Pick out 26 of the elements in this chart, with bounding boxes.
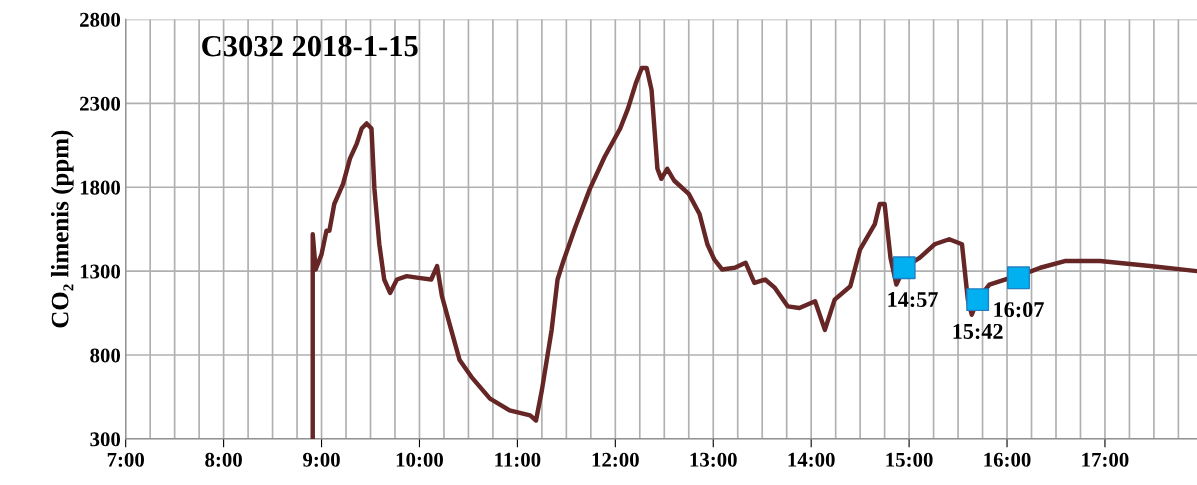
y-axis-title: CO₂ limenis (ppm) [50, 130, 74, 328]
chart-title: C3032 2018-1-15 [202, 35, 418, 57]
y-tick-label: 1800 [80, 180, 121, 195]
point [1007, 266, 1030, 290]
annotation: 15:42 [953, 323, 1003, 339]
x-tick-label: 10:00 [396, 452, 443, 467]
y-tick-label: 800 [90, 348, 121, 363]
x-tick-label: 15:00 [886, 452, 933, 467]
line-series [310, 65, 1197, 439]
y-tick-label: 2800 [80, 12, 121, 27]
point [966, 288, 990, 312]
annotation: 16:07 [994, 302, 1044, 318]
x-tick-label: 7:00 [107, 452, 144, 467]
y-tick-label: 300 [90, 432, 121, 447]
y-tick-label: 1300 [80, 264, 121, 279]
x-tick-label: 13:00 [690, 452, 737, 467]
x-tick-label: 11:00 [495, 452, 541, 467]
point [892, 256, 916, 280]
annotation: 14:57 [888, 292, 938, 308]
x-tick-label: 9:00 [303, 452, 340, 467]
x-tick-label: 8:00 [205, 452, 242, 467]
y-tick-label: 2300 [80, 96, 121, 111]
x-tick-label: 14:00 [788, 452, 835, 467]
x-tick-label: 16:00 [984, 452, 1031, 467]
x-tick-label: 17:00 [1082, 452, 1129, 467]
x-tick-label: 12:00 [592, 452, 639, 467]
